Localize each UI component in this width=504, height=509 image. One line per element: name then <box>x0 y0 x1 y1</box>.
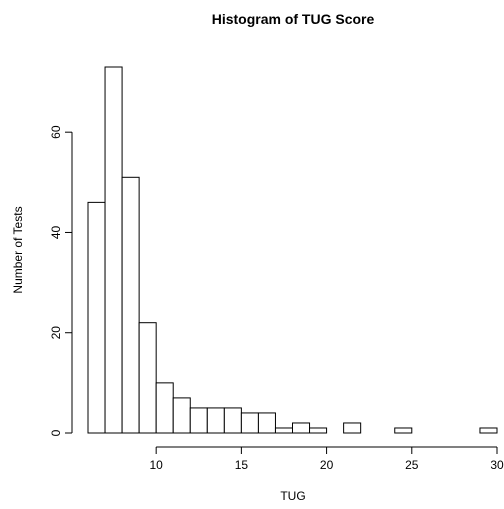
histogram-bar <box>155 382 174 434</box>
histogram-bar <box>257 412 276 434</box>
histogram-bar <box>206 407 225 434</box>
y-axis: 0 20 40 60 <box>49 125 73 436</box>
histogram-bar <box>394 427 413 434</box>
histogram-bar <box>172 397 191 434</box>
histogram-bar <box>240 412 259 434</box>
histogram-bar <box>121 176 140 434</box>
x-tick-label: 15 <box>235 458 249 472</box>
x-tick-label: 10 <box>149 458 163 472</box>
x-tick-label: 25 <box>405 458 419 472</box>
x-axis: 10 15 20 25 30 <box>149 446 504 472</box>
x-axis-label: TUG <box>280 489 305 503</box>
chart-title: Histogram of TUG Score <box>212 11 375 27</box>
y-axis-label: Number of Tests <box>11 206 25 293</box>
histogram-bar <box>343 422 362 434</box>
y-tick-label: 0 <box>49 429 63 436</box>
histogram-bar <box>104 66 123 434</box>
y-tick-label: 40 <box>49 225 63 239</box>
bars-group <box>87 66 498 434</box>
histogram-bar <box>223 407 242 434</box>
histogram-bar <box>138 322 157 434</box>
x-tick-label: 20 <box>320 458 334 472</box>
y-tick-label: 20 <box>49 326 63 340</box>
histogram-bar <box>87 201 106 434</box>
histogram-bar <box>309 427 328 434</box>
x-tick-label: 30 <box>490 458 504 472</box>
histogram-bar <box>274 427 294 434</box>
histogram-bar <box>189 407 208 434</box>
histogram-bar <box>292 422 311 434</box>
y-tick-label: 60 <box>49 125 63 139</box>
histogram-bar <box>479 427 498 434</box>
